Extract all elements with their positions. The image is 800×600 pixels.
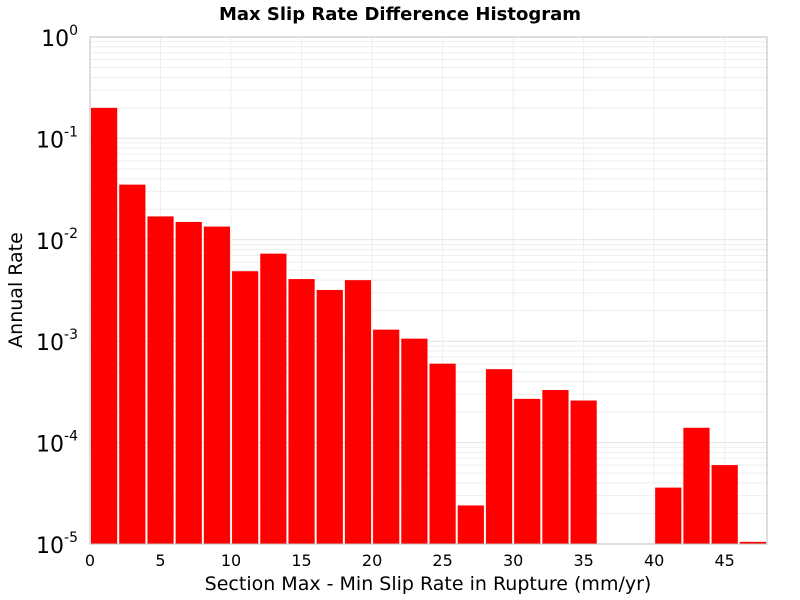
bar bbox=[147, 216, 174, 544]
bar bbox=[175, 221, 202, 545]
x-tick-label: 45 bbox=[715, 551, 735, 570]
bar bbox=[485, 369, 513, 544]
y-axis-ticks: 100 10-1 10-2 10-3 10-4 10-5 bbox=[36, 23, 78, 559]
bar bbox=[91, 107, 118, 545]
x-tick-label: 25 bbox=[432, 551, 452, 570]
bar bbox=[288, 279, 315, 544]
x-tick-label: 40 bbox=[644, 551, 664, 570]
x-tick-label: 35 bbox=[573, 551, 593, 570]
y-tick-label: 100 bbox=[41, 23, 78, 52]
bar bbox=[119, 184, 146, 544]
bar bbox=[203, 226, 231, 544]
x-tick-label: 30 bbox=[503, 551, 523, 570]
x-tick-label: 15 bbox=[291, 551, 311, 570]
x-tick-label: 10 bbox=[221, 551, 241, 570]
grid-lines bbox=[90, 37, 767, 545]
chart-title: Max Slip Rate Difference Histogram bbox=[219, 4, 581, 25]
bar bbox=[344, 280, 372, 544]
bar bbox=[655, 487, 682, 544]
bar bbox=[683, 427, 710, 544]
bar bbox=[457, 505, 484, 544]
x-axis-ticks: 0 5 10 15 20 25 30 35 40 45 bbox=[85, 551, 735, 570]
bar bbox=[232, 271, 259, 544]
x-axis-label: Section Max - Min Slip Rate in Rupture (… bbox=[205, 573, 652, 595]
bar bbox=[429, 363, 456, 544]
bars bbox=[91, 107, 766, 545]
y-tick-label: 10-2 bbox=[36, 226, 78, 255]
x-tick-label: 20 bbox=[362, 551, 382, 570]
bar bbox=[373, 329, 400, 544]
bar bbox=[260, 253, 287, 544]
bar bbox=[570, 400, 597, 544]
y-tick-label: 10-1 bbox=[36, 124, 78, 153]
bar bbox=[316, 289, 343, 544]
bar bbox=[711, 465, 738, 544]
y-tick-label: 10-3 bbox=[36, 327, 78, 356]
bar bbox=[542, 390, 569, 544]
x-tick-label: 0 bbox=[85, 551, 95, 570]
bar bbox=[401, 338, 428, 544]
x-tick-label: 5 bbox=[155, 551, 165, 570]
y-axis-label: Annual Rate bbox=[5, 232, 27, 348]
bar bbox=[739, 541, 766, 544]
y-tick-label: 10-4 bbox=[36, 429, 78, 458]
bar bbox=[514, 398, 541, 544]
y-tick-label: 10-5 bbox=[36, 530, 78, 559]
plot-border bbox=[89, 36, 768, 545]
